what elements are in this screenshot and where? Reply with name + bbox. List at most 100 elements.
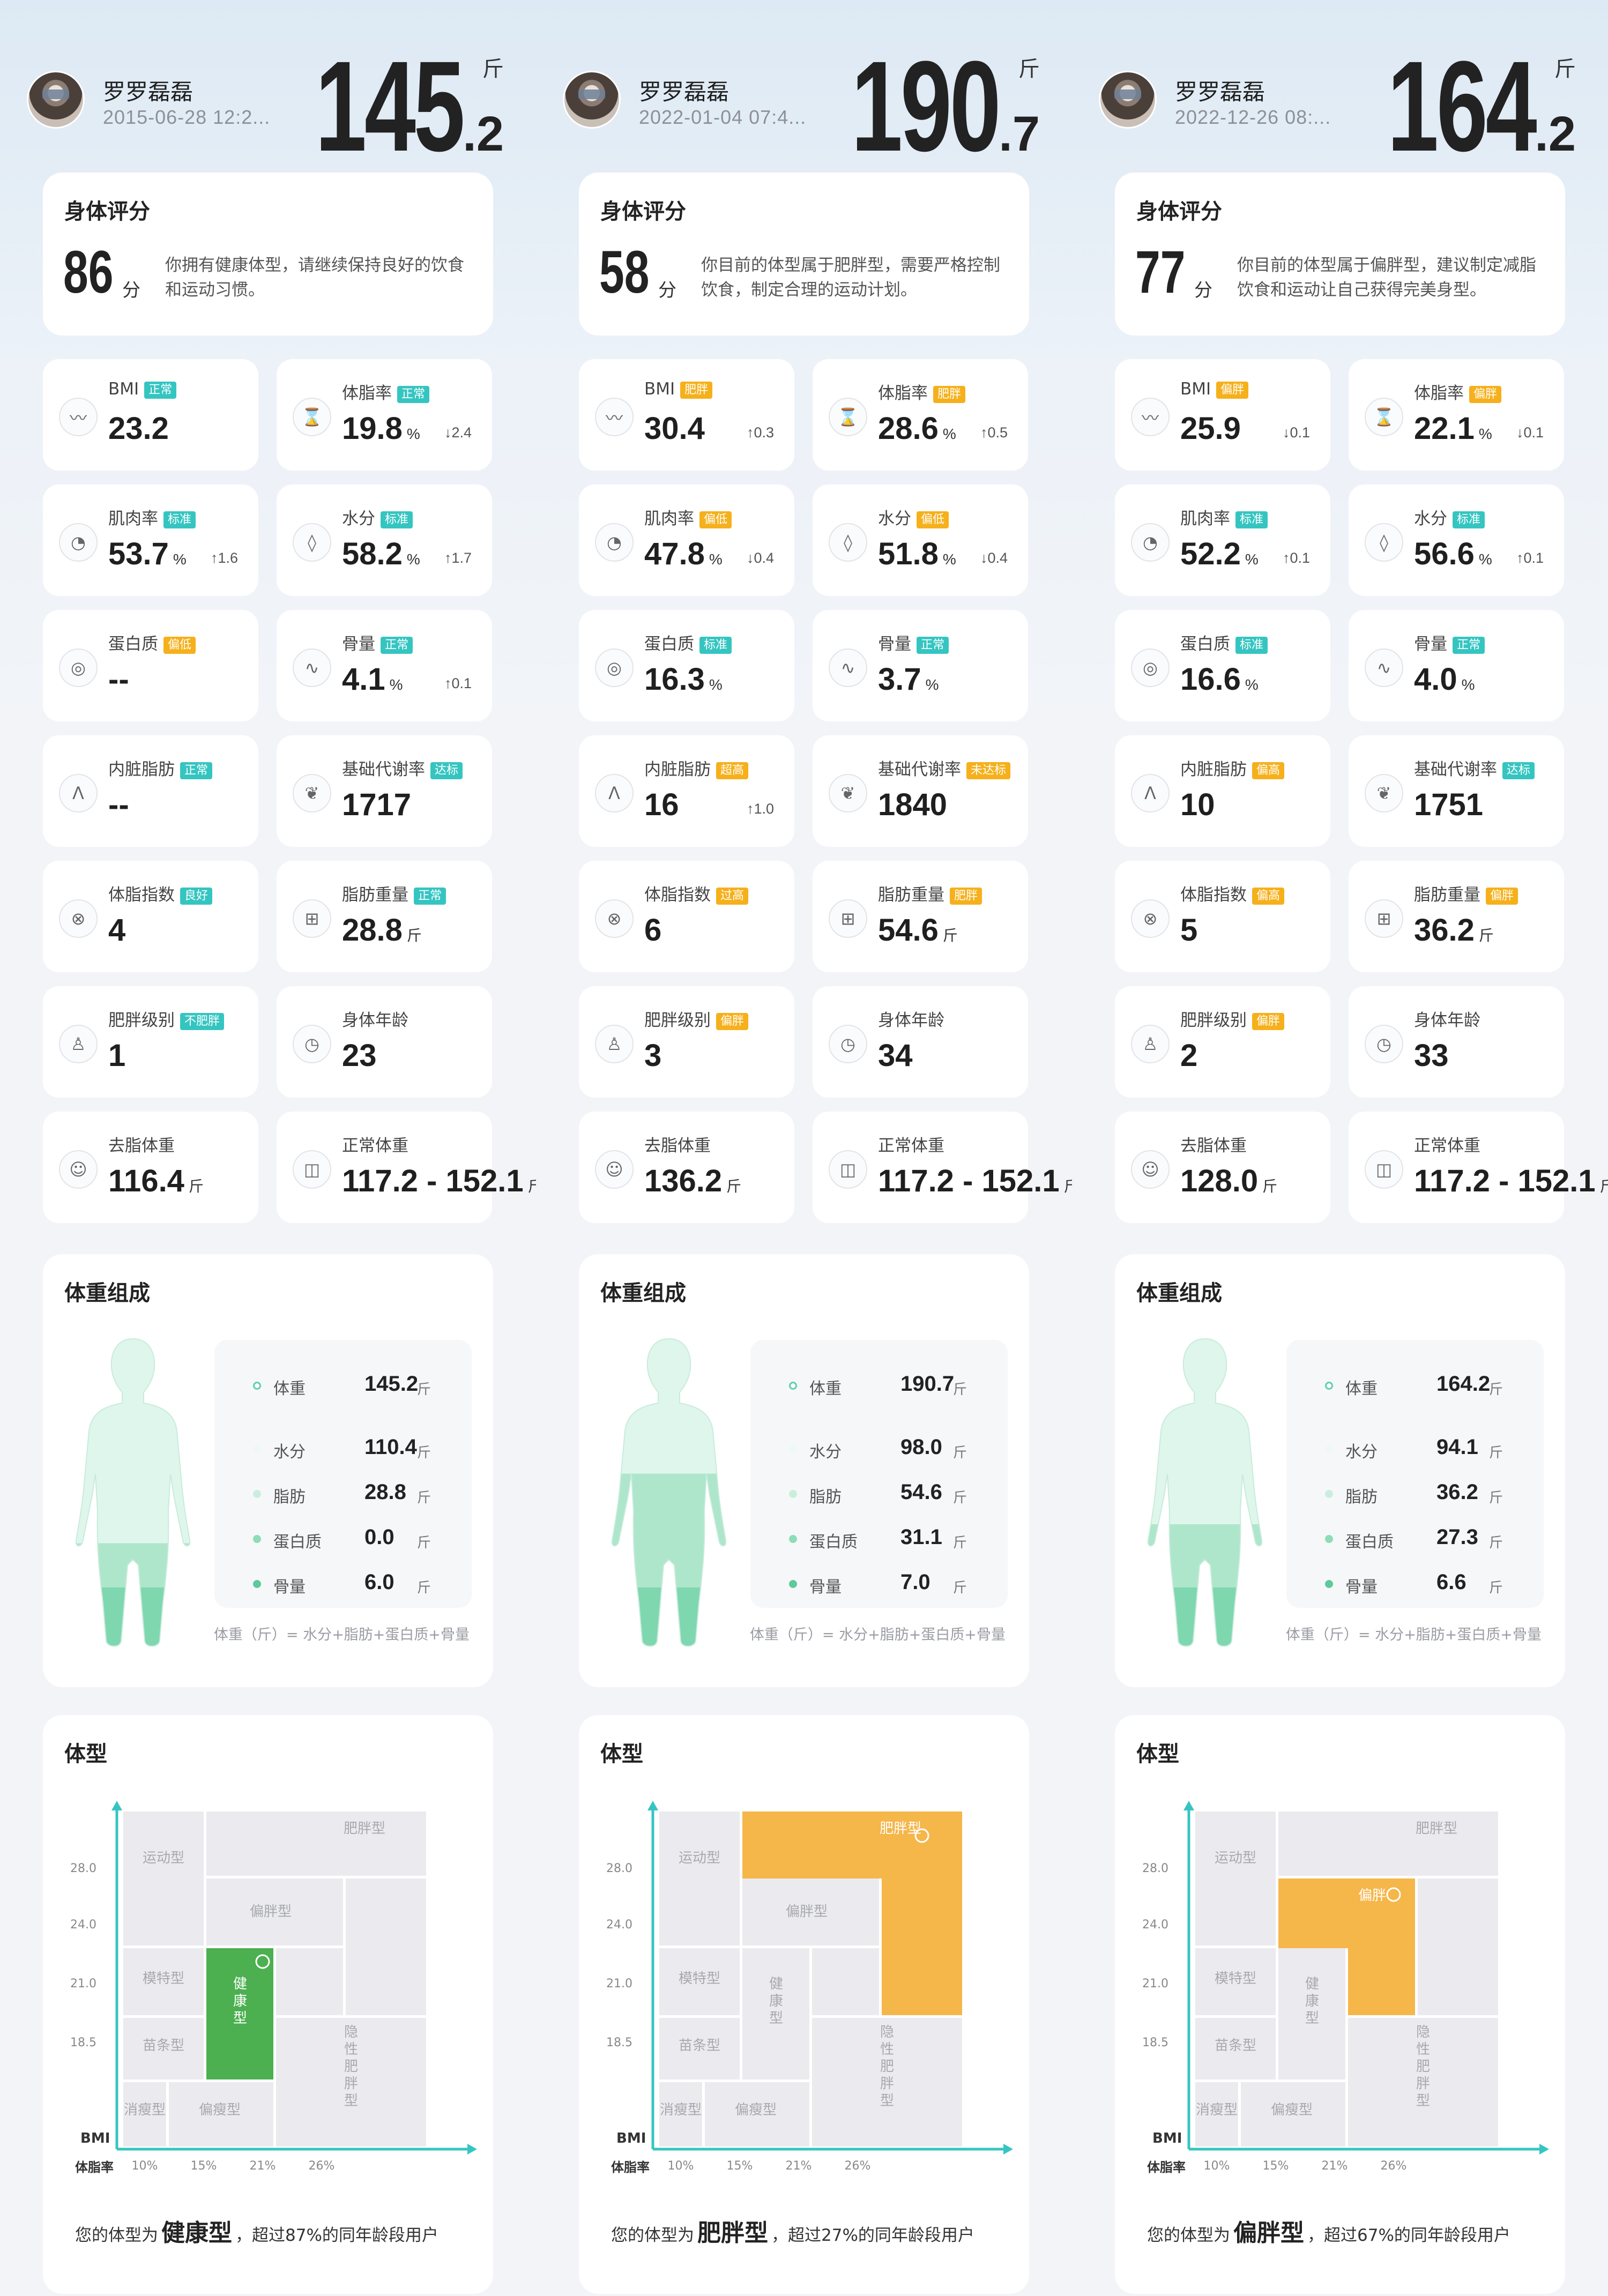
user-header[interactable]: 罗罗磊磊 2022-12-26 08:... 164.2 斤 <box>1072 0 1608 170</box>
metric-card[interactable]: ◎ 蛋白质 标准 16.3% <box>579 610 794 721</box>
composition-card[interactable]: 体重组成 体重 164.2 斤 水分 94.1 斤 脂肪 36.2 斤 <box>1115 1254 1565 1687</box>
user-header[interactable]: 罗罗磊磊 2015-06-28 12:2... 145.2 斤 <box>0 0 536 170</box>
metric-label: 体脂指数 偏高 <box>1180 881 1285 905</box>
metric-card[interactable]: ◔ 肌肉率 偏低 47.8% ↓0.4 <box>579 484 794 596</box>
metric-status-badge: 肥胖 <box>680 382 713 399</box>
metric-card[interactable]: ☺ 去脂体重 116.4 斤 <box>43 1112 258 1223</box>
metric-card[interactable]: 〰 BMI 正常 23.2 <box>43 359 258 471</box>
body-type-card[interactable]: 体型 运动型 肥胖型 模特型 苗条型 消瘦型 偏瘦型 偏胖 健康型 隐性肥胖型 28.0 24.0 2… <box>1115 1715 1565 2294</box>
metric-label: 肥胖级别 不肥胖 <box>108 1007 225 1031</box>
metric-status-badge: 不肥胖 <box>180 1013 225 1030</box>
metric-card[interactable]: ◔ 肌肉率 标准 52.2% ↑0.1 <box>1115 484 1330 596</box>
metric-status-badge: 偏胖 <box>1486 888 1518 905</box>
composition-card[interactable]: 体重组成 体重 145.2 斤 水分 110.4 斤 脂肪 28.8 斤 <box>43 1254 493 1687</box>
metric-status-badge: 标准 <box>1235 511 1268 528</box>
avatar[interactable] <box>563 71 621 129</box>
metric-unit: 斤 <box>1599 1178 1608 1195</box>
score-card[interactable]: 身体评分 86 分 你拥有健康体型，请继续保持良好的饮食和运动习惯。 <box>43 173 493 336</box>
metric-card[interactable]: ◊ 水分 标准 58.2% ↑1.7 <box>277 484 492 596</box>
metric-card[interactable]: ◷ 身体年龄 33 <box>1349 986 1564 1098</box>
body-type-card[interactable]: 体型 运动型 肥胖型 偏胖型 模特型 苗条型 消瘦型 偏瘦型 健康型 隐性肥胖型 28.0 24.0… <box>579 1715 1029 2294</box>
record-column: 罗罗磊磊 2022-01-04 07:4... 190.7 斤 身体评分 58 … <box>536 0 1072 2296</box>
clock-icon: ◷ <box>829 1025 867 1063</box>
metric-card[interactable]: ∿ 骨量 正常 4.0% <box>1349 610 1564 721</box>
body-bottom-fill <box>612 1587 726 1646</box>
cell-label: 偏瘦型 <box>1271 2102 1313 2118</box>
avatar[interactable] <box>27 71 85 129</box>
legend-label: 水分 <box>809 1443 842 1462</box>
score-unit: 分 <box>1194 280 1212 301</box>
legend-weight: 体重 164.2 斤 <box>1286 1369 1544 1401</box>
metric-card[interactable]: ᐱ 内脏脂肪 偏高 10 <box>1115 735 1330 847</box>
y-tick-label: 18.5 <box>70 2036 96 2049</box>
score-card[interactable]: 身体评分 58 分 你目前的体型属于肥胖型，需要严格控制饮食，制定合理的运动计划… <box>579 173 1029 336</box>
metric-card[interactable]: ∿ 骨量 正常 4.1% ↑0.1 <box>277 610 492 721</box>
cell-slim <box>1195 2018 1276 2079</box>
metric-card[interactable]: ◎ 蛋白质 标准 16.6% <box>1115 610 1330 721</box>
legend-dot <box>789 1382 797 1390</box>
metric-card[interactable]: ◷ 身体年龄 34 <box>813 986 1028 1098</box>
metric-card[interactable]: ◫ 正常体重 117.2 - 152.1 斤 <box>1349 1112 1608 1223</box>
avatar[interactable] <box>1099 71 1157 129</box>
metric-value: 136.2 斤 <box>644 1163 741 1199</box>
metric-unit: 斤 <box>1478 927 1494 944</box>
metric-status-badge: 良好 <box>180 888 213 905</box>
metric-card[interactable]: ⌛ 体脂率 正常 19.8% ↓2.4 <box>277 359 492 471</box>
metric-card[interactable]: ⊞ 脂肪重量 正常 28.8 斤 <box>277 861 492 972</box>
metric-label: 基础代谢率 未达标 <box>878 756 1011 780</box>
y-tick-label: 28.0 <box>606 1862 632 1875</box>
metric-number: 25.9 <box>1180 411 1241 446</box>
score-card[interactable]: 身体评分 77 分 你目前的体型属于偏胖型，建议制定减脂饮食和运动让自己获得完美… <box>1115 173 1565 336</box>
metric-value: 4.0% <box>1414 661 1475 697</box>
metric-unit: 斤 <box>1063 1178 1072 1195</box>
legend-label: 脂肪 <box>273 1488 306 1507</box>
metric-card[interactable]: ⊞ 脂肪重量 偏胖 36.2 斤 <box>1349 861 1564 972</box>
metric-card[interactable]: ⌛ 体脂率 偏胖 22.1% ↓0.1 <box>1349 359 1564 471</box>
metric-card[interactable]: ☺ 去脂体重 136.2 斤 <box>579 1112 794 1223</box>
user-header[interactable]: 罗罗磊磊 2022-01-04 07:4... 190.7 斤 <box>536 0 1072 170</box>
metric-card[interactable]: ∿ 骨量 正常 3.7% <box>813 610 1028 721</box>
score-unit: 分 <box>658 280 676 301</box>
metric-card[interactable]: ◔ 肌肉率 标准 53.7% ↑1.6 <box>43 484 258 596</box>
metric-status-badge: 标准 <box>381 511 413 528</box>
metric-card[interactable]: 〰 BMI 肥胖 30.4 ↑0.3 <box>579 359 794 471</box>
metric-card[interactable]: ⊗ 体脂指数 良好 4 <box>43 861 258 972</box>
metric-card[interactable]: ᐱ 内脏脂肪 超高 16 ↑1.0 <box>579 735 794 847</box>
metric-name: 肥胖级别 <box>644 1011 711 1030</box>
metric-card[interactable]: ◷ 身体年龄 23 <box>277 986 492 1098</box>
metric-card[interactable]: ◫ 正常体重 117.2 - 152.1 斤 <box>813 1112 1072 1223</box>
metric-card[interactable]: ❦ 基础代谢率 未达标 1840 <box>813 735 1028 847</box>
metric-card[interactable]: ♙ 肥胖级别 不肥胖 1 <box>43 986 258 1098</box>
metric-card[interactable]: ♙ 肥胖级别 偏胖 3 <box>579 986 794 1098</box>
metric-change: ↓2.4 <box>444 424 472 441</box>
metric-card[interactable]: ⊞ 脂肪重量 肥胖 54.6 斤 <box>813 861 1028 972</box>
legend-dot <box>1325 1535 1333 1543</box>
body-upper <box>1148 1339 1262 1646</box>
metric-card[interactable]: ⊗ 体脂指数 过高 6 <box>579 861 794 972</box>
metric-card[interactable]: ◊ 水分 标准 56.6% ↑0.1 <box>1349 484 1564 596</box>
metric-card[interactable]: ◊ 水分 偏低 51.8% ↓0.4 <box>813 484 1028 596</box>
metric-number: 16.3 <box>644 662 705 697</box>
composition-card[interactable]: 体重组成 体重 190.7 斤 水分 98.0 斤 脂肪 54.6 斤 <box>579 1254 1029 1687</box>
weight-display: 164.2 斤 <box>1330 42 1576 170</box>
metric-name: 蛋白质 <box>1180 635 1230 654</box>
metric-card[interactable]: ♙ 肥胖级别 偏胖 2 <box>1115 986 1330 1098</box>
metric-card[interactable]: ❦ 基础代谢率 达标 1717 <box>277 735 492 847</box>
metric-card[interactable]: ⌛ 体脂率 肥胖 28.6% ↑0.5 <box>813 359 1028 471</box>
body-type-card[interactable]: 体型 运动型 肥胖型 偏胖型 模特型 苗条型 消瘦型 偏瘦型 健康型 隐性肥胖型 28.0 24.0… <box>43 1715 493 2294</box>
metric-card[interactable]: ◎ 蛋白质 偏低 -- <box>43 610 258 721</box>
metric-card[interactable]: ☺ 去脂体重 128.0 斤 <box>1115 1112 1330 1223</box>
metric-number: 53.7 <box>108 536 169 571</box>
metric-card[interactable]: ❦ 基础代谢率 达标 1751 <box>1349 735 1564 847</box>
composition-legend: 体重 164.2 斤 水分 94.1 斤 脂肪 36.2 斤 蛋白质 27.3 … <box>1286 1340 1544 1608</box>
metric-card[interactable]: ⊗ 体脂指数 偏高 5 <box>1115 861 1330 972</box>
weight-integer: 145 <box>315 34 465 178</box>
metric-card[interactable]: ◫ 正常体重 117.2 - 152.1 斤 <box>277 1112 536 1223</box>
metric-value: 33 <box>1414 1038 1453 1074</box>
metric-card[interactable]: 〰 BMI 偏胖 25.9 ↓0.1 <box>1115 359 1330 471</box>
legend-unit: 斤 <box>953 1445 967 1461</box>
metric-value: 22.1% <box>1414 411 1492 446</box>
score-title: 身体评分 <box>600 199 686 224</box>
metric-card[interactable]: ᐱ 内脏脂肪 正常 -- <box>43 735 258 847</box>
